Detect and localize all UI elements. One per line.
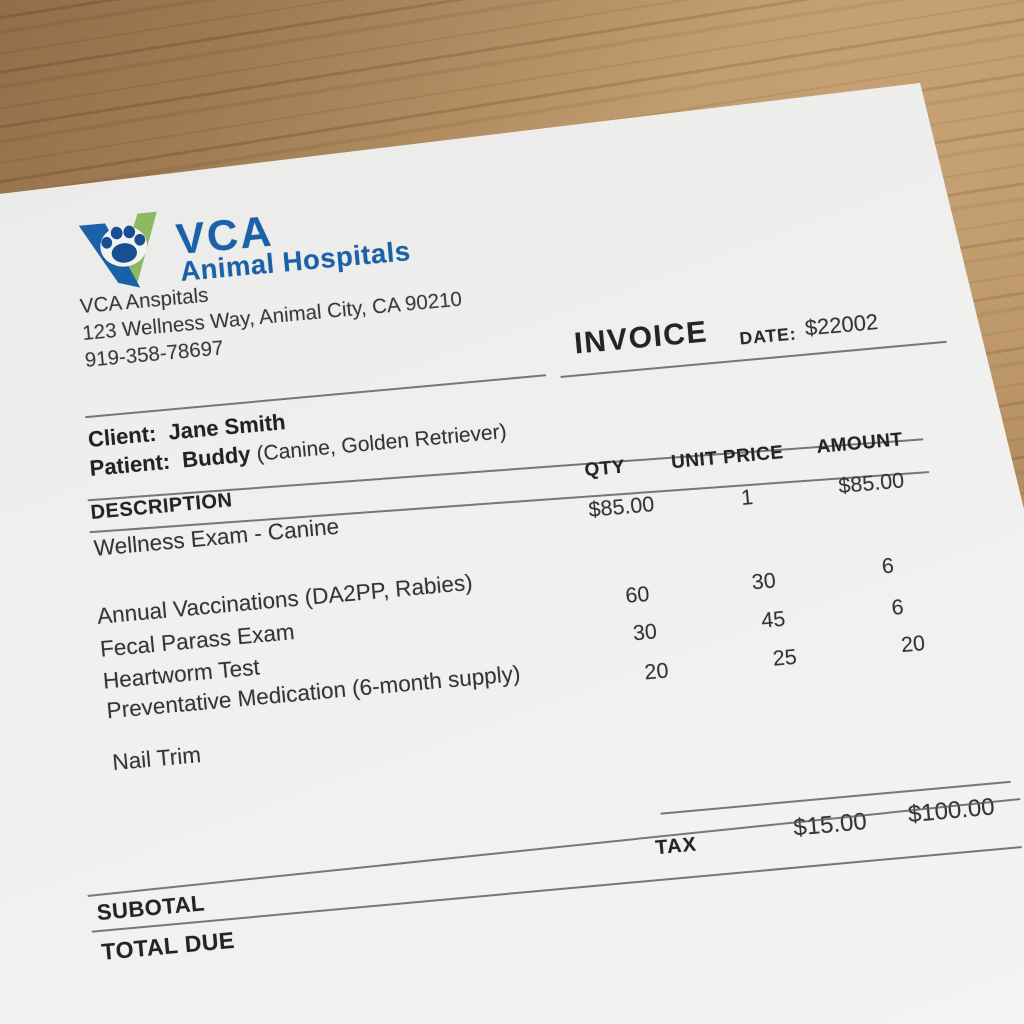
invoice-title: INVOICE [572, 315, 710, 361]
invoice-date-label: DATE: [738, 323, 798, 349]
tax-label: TAX [654, 833, 698, 860]
divider-above-client [84, 374, 547, 419]
item-unit-price-2: 30 [750, 568, 777, 595]
item-qty-3: 30 [631, 619, 658, 646]
col-header-qty: QTY [583, 456, 627, 482]
col-header-unit-price: UNIT PRICE [670, 442, 785, 474]
invoice-content: VCA Animal Hospitals VCA Anspitals 123 W… [78, 207, 1022, 965]
item-unit-price-4: 25 [771, 644, 798, 671]
item-qty-2: 60 [624, 581, 651, 608]
item-unit-price-3: 45 [760, 606, 787, 633]
divider-above-total-due [91, 846, 1022, 933]
total-amount: $100.00 [906, 793, 996, 829]
col-header-description: DESCRIPTION [89, 489, 234, 525]
divider-above-subtotal [87, 798, 1021, 897]
patient-label: Patient: [88, 448, 172, 481]
item-description-6: Nail Trim [111, 742, 202, 776]
item-amount-4: 20 [900, 631, 927, 658]
patient-details: (Canine, Golden Retriever) [255, 420, 508, 466]
invoice-date-value: $22002 [803, 308, 880, 341]
client-label: Client: [86, 420, 158, 452]
tax-amount: $15.00 [792, 808, 868, 842]
item-amount-2: 6 [880, 553, 895, 579]
vca-paw-checkmark-logo-icon [75, 210, 176, 294]
patient-name: Buddy [181, 441, 252, 473]
item-qty-1: $85.00 [587, 492, 656, 522]
item-qty-4: 20 [643, 658, 670, 685]
item-amount-1: $85.00 [837, 468, 906, 499]
item-unit-price-1: 1 [739, 485, 755, 511]
col-header-amount: AMOUNT [815, 429, 904, 458]
total-due-label: TOTAL DUE [100, 926, 236, 965]
item-amount-3: 6 [890, 594, 905, 620]
